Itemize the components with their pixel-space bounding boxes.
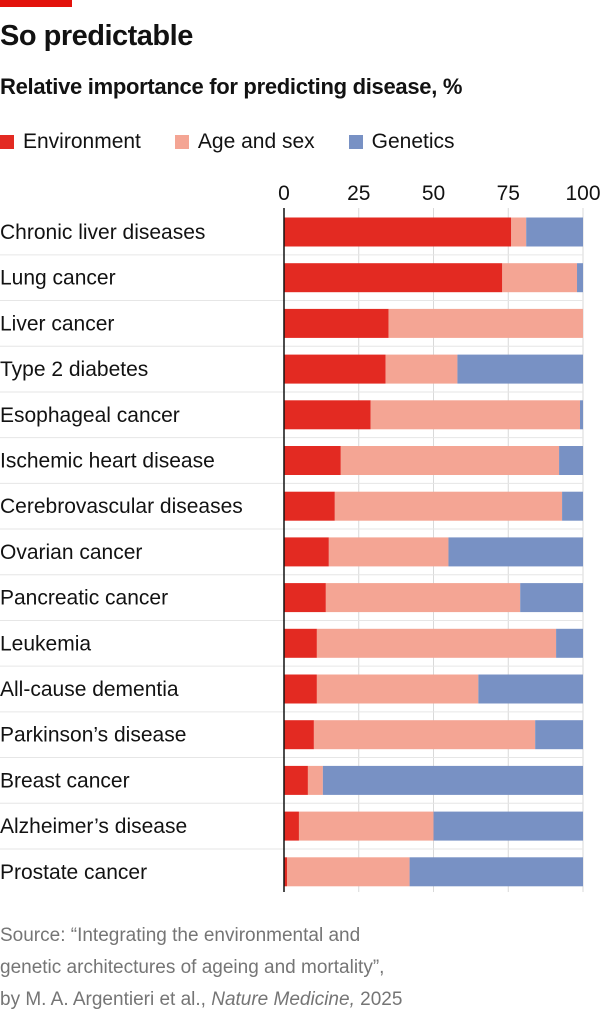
source-line-1: Source: “Integrating the environmental a… [0,925,361,946]
bar-age-and-sex-pancreatic-cancer [325,583,521,613]
category-label-prostate-cancer: Prostate cancer [0,861,147,884]
brand-bar [0,0,72,7]
bar-genetics-ischemic-heart-disease [559,446,583,475]
source-authors: by M. A. Argentieri et al., [0,989,212,1010]
legend-label-genetics: Genetics [371,130,455,153]
source-line-3: by M. A. Argentieri et al., Nature Medic… [0,984,402,1016]
bar-genetics-breast-cancer [322,765,583,795]
bar-environment-parkinson-s-disease [284,720,314,750]
legend-label-age-and-sex: Age and sex [197,130,315,153]
legend-swatch-age-and-sex [174,135,189,149]
category-label-breast-cancer: Breast cancer [0,769,130,792]
x-tick-label-100: 100 [565,182,600,205]
source-note: Source: “Integrating the environmental a… [0,920,402,1016]
source-line-2: genetic architectures of ageing and mort… [0,957,385,978]
category-label-ovarian-cancer: Ovarian cancer [0,541,142,564]
bar-age-and-sex-lung-cancer [502,263,578,293]
x-tick-label-0: 0 [278,182,290,205]
bar-age-and-sex-cerebrovascular-diseases [334,491,563,521]
bar-environment-type-2-diabetes [284,354,386,384]
source-year: 2025 [354,989,403,1010]
bar-genetics-lung-cancer [577,263,583,293]
category-label-all-cause-dementia: All-cause dementia [0,678,179,701]
chart-subtitle: Relative importance for predicting disea… [0,74,463,99]
bar-genetics-leukemia [556,628,583,658]
bar-age-and-sex-all-cause-dementia [316,674,479,704]
category-label-chronic-liver-diseases: Chronic liver diseases [0,221,205,244]
category-label-esophageal-cancer: Esophageal cancer [0,404,180,427]
bar-environment-alzheimer-s-disease [284,811,299,841]
legend-item-age-and-sex: Age and sex [174,130,315,154]
category-label-leukemia: Leukemia [0,632,91,655]
bar-age-and-sex-parkinson-s-disease [313,720,536,750]
legend-item-environment: Environment [0,130,141,154]
x-tick-label-75: 75 [497,182,520,205]
category-label-type-2-diabetes: Type 2 diabetes [0,358,148,381]
bar-genetics-alzheimer-s-disease [433,811,583,841]
bar-age-and-sex-ischemic-heart-disease [340,446,560,475]
bar-environment-breast-cancer [284,765,308,795]
bar-genetics-prostate-cancer [409,857,583,887]
bar-age-and-sex-leukemia [316,628,557,658]
bar-age-and-sex-chronic-liver-diseases [511,217,527,247]
bar-genetics-esophageal-cancer [580,400,583,430]
bar-age-and-sex-prostate-cancer [286,857,410,887]
category-label-pancreatic-cancer: Pancreatic cancer [0,587,168,610]
bar-environment-prostate-cancer [284,857,287,887]
legend-swatch-genetics [348,135,363,149]
bar-environment-ovarian-cancer [284,537,329,567]
bar-genetics-all-cause-dementia [478,674,583,704]
category-label-alzheimer-s-disease: Alzheimer’s disease [0,815,187,838]
category-label-ischemic-heart-disease: Ischemic heart disease [0,450,215,473]
bar-genetics-chronic-liver-diseases [526,217,583,247]
bar-environment-pancreatic-cancer [284,583,326,613]
bar-environment-ischemic-heart-disease [284,446,341,475]
bar-age-and-sex-esophageal-cancer [370,400,581,430]
bar-environment-cerebrovascular-diseases [284,491,335,521]
stacked-bar-chart: 0 25 50 75 100 Chronic liver diseases Lung can… [0,182,601,892]
bar-genetics-cerebrovascular-diseases [562,491,583,521]
chart-title: So predictable [0,20,193,52]
bar-genetics-ovarian-cancer [448,537,583,567]
source-journal: Nature Medicine, [211,989,355,1010]
legend-item-genetics: Genetics [348,130,455,154]
legend: Environment Age and sex Genetics [0,128,489,156]
bar-genetics-pancreatic-cancer [520,583,583,613]
category-label-parkinson-s-disease: Parkinson’s disease [0,724,186,747]
bar-environment-esophageal-cancer [284,400,371,430]
bar-environment-all-cause-dementia [284,674,317,704]
bar-environment-chronic-liver-diseases [284,217,512,247]
legend-label-environment: Environment [23,130,141,153]
x-tick-label-50: 50 [422,182,445,205]
bar-age-and-sex-breast-cancer [307,765,323,795]
bar-environment-lung-cancer [284,263,503,293]
category-label-liver-cancer: Liver cancer [0,312,114,335]
category-label-lung-cancer: Lung cancer [0,267,116,290]
legend-swatch-environment [0,135,14,149]
bar-environment-liver-cancer [284,308,389,338]
bar-age-and-sex-alzheimer-s-disease [298,811,434,841]
bar-environment-leukemia [284,628,317,658]
bar-age-and-sex-ovarian-cancer [328,537,449,567]
bar-genetics-parkinson-s-disease [535,720,583,750]
x-tick-label-25: 25 [347,182,370,205]
bar-age-and-sex-liver-cancer [388,308,583,338]
bar-genetics-type-2-diabetes [457,354,583,384]
bar-age-and-sex-type-2-diabetes [385,354,458,384]
category-label-cerebrovascular-diseases: Cerebrovascular diseases [0,495,243,518]
